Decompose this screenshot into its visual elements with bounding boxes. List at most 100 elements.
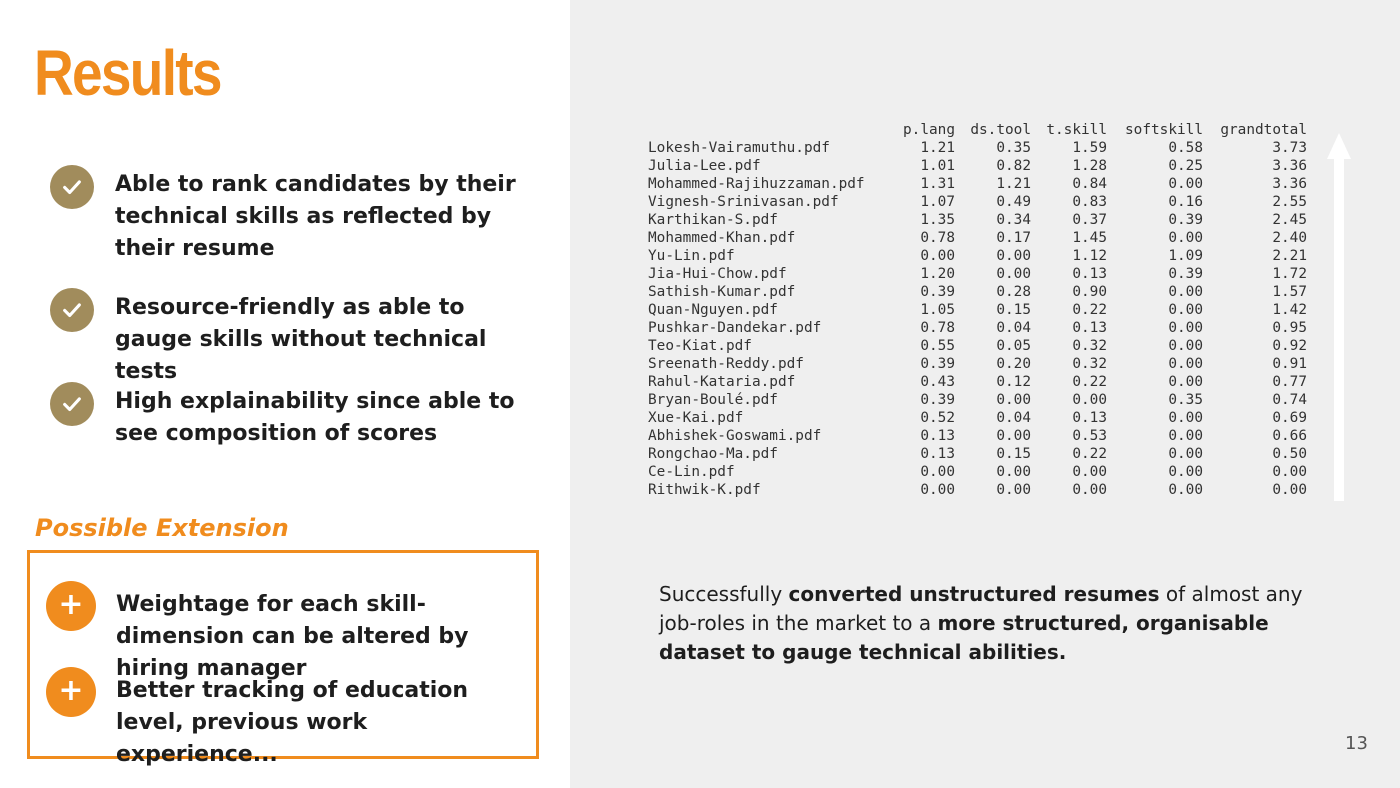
score-table-container: p.lang ds.tool t.skill softskill grandto… <box>648 121 1307 499</box>
score-cell: 1.12 <box>1072 248 1107 264</box>
score-cell: 0.77 <box>1272 374 1307 390</box>
score-cell: 0.00 <box>1168 410 1203 426</box>
score-cell: 0.58 <box>1168 140 1203 156</box>
score-cell: 3.36 <box>1272 176 1307 192</box>
score-cell: 0.20 <box>996 356 1031 372</box>
table-row: Yu-Lin.pdf 0.00 0.00 1.12 1.09 2.21 <box>648 247 1307 265</box>
column-header: ds.tool <box>970 122 1031 138</box>
extension-title: Possible Extension <box>35 514 289 542</box>
score-cell: 0.84 <box>1072 176 1107 192</box>
score-cell: 0.37 <box>1072 212 1107 228</box>
score-table-body: Lokesh-Vairamuthu.pdf 1.21 0.35 1.59 0.58 3.7… <box>648 139 1307 499</box>
score-cell: 1.45 <box>1072 230 1107 246</box>
score-cell: 2.55 <box>1272 194 1307 210</box>
score-cell: 0.82 <box>996 158 1031 174</box>
score-cell: 0.22 <box>1072 446 1107 462</box>
score-cell: 0.39 <box>1168 266 1203 282</box>
score-cell: 1.28 <box>1072 158 1107 174</box>
score-cell: 0.00 <box>1168 284 1203 300</box>
score-cell: 0.25 <box>1168 158 1203 174</box>
score-cell: 0.55 <box>920 338 955 354</box>
candidate-file-cell: Mohammed-Khan.pdf <box>648 230 796 246</box>
score-cell: 0.35 <box>996 140 1031 156</box>
table-row: Sathish-Kumar.pdf 0.39 0.28 0.90 0.00 1.57 <box>648 283 1307 301</box>
benefit-text: Able to rank candidates by their technic… <box>115 172 516 261</box>
score-cell: 0.04 <box>996 410 1031 426</box>
table-row: Karthikan-S.pdf 1.35 0.34 0.37 0.39 2.45 <box>648 211 1307 229</box>
score-cell: 2.45 <box>1272 212 1307 228</box>
candidate-file-cell: Xue-Kai.pdf <box>648 410 744 426</box>
score-cell: 0.00 <box>1072 482 1107 498</box>
score-cell: 1.57 <box>1272 284 1307 300</box>
table-row: Rahul-Kataria.pdf 0.43 0.12 0.22 0.00 0.77 <box>648 373 1307 391</box>
table-row: Teo-Kiat.pdf 0.55 0.05 0.32 0.00 0.92 <box>648 337 1307 355</box>
score-cell: 0.74 <box>1272 392 1307 408</box>
score-cell: 0.83 <box>1072 194 1107 210</box>
score-cell: 1.07 <box>920 194 955 210</box>
score-cell: 0.90 <box>1072 284 1107 300</box>
table-row: Sreenath-Reddy.pdf 0.39 0.20 0.32 0.00 0.91 <box>648 355 1307 373</box>
caption-part-bold: more structured, organisable dataset to … <box>659 611 1269 664</box>
candidate-file-cell: Pushkar-Dandekar.pdf <box>648 320 822 336</box>
score-cell: 0.49 <box>996 194 1031 210</box>
score-cell: 0.00 <box>996 248 1031 264</box>
score-cell: 1.09 <box>1168 248 1203 264</box>
candidate-file-cell: Mohammed-Rajihuzzaman.pdf <box>648 176 865 192</box>
score-cell: 0.00 <box>1168 356 1203 372</box>
score-cell: 0.13 <box>920 428 955 444</box>
score-cell: 0.78 <box>920 230 955 246</box>
score-cell: 0.00 <box>996 464 1031 480</box>
column-header: t.skill <box>1046 122 1107 138</box>
score-cell: 0.78 <box>920 320 955 336</box>
score-cell: 1.21 <box>920 140 955 156</box>
score-cell: 0.13 <box>1072 320 1107 336</box>
score-cell: 0.04 <box>996 320 1031 336</box>
benefit-item: Resource-friendly as able to gauge skill… <box>50 288 535 388</box>
table-row: Vignesh-Srinivasan.pdf 1.07 0.49 0.83 0.16 2.… <box>648 193 1307 211</box>
score-cell: 0.92 <box>1272 338 1307 354</box>
candidate-file-cell: Quan-Nguyen.pdf <box>648 302 778 318</box>
score-cell: 0.16 <box>1168 194 1203 210</box>
extension-item: + Weightage for each skill-dimension can… <box>46 581 536 685</box>
score-cell: 1.05 <box>920 302 955 318</box>
extension-text: Better tracking of education level, prev… <box>116 678 469 767</box>
score-table-header: p.lang ds.tool t.skill softskill grandto… <box>648 121 1307 139</box>
benefit-text: High explainability since able to see co… <box>115 389 515 446</box>
table-row: Jia-Hui-Chow.pdf 1.20 0.00 0.13 0.39 1.72 <box>648 265 1307 283</box>
column-header: p.lang <box>903 122 955 138</box>
candidate-file-cell: Rahul-Kataria.pdf <box>648 374 796 390</box>
candidate-file-cell: Karthikan-S.pdf <box>648 212 778 228</box>
score-cell: 0.00 <box>1072 392 1107 408</box>
score-cell: 0.15 <box>996 302 1031 318</box>
header-blank <box>648 121 892 139</box>
score-cell: 1.35 <box>920 212 955 228</box>
score-cell: 1.20 <box>920 266 955 282</box>
score-cell: 0.91 <box>1272 356 1307 372</box>
score-cell: 3.36 <box>1272 158 1307 174</box>
page-number: 13 <box>1345 733 1368 754</box>
score-cell: 0.39 <box>920 356 955 372</box>
score-cell: 1.59 <box>1072 140 1107 156</box>
column-header: grandtotal <box>1220 122 1307 138</box>
candidate-file-cell: Julia-Lee.pdf <box>648 158 761 174</box>
score-cell: 0.00 <box>1168 464 1203 480</box>
score-cell: 0.00 <box>920 482 955 498</box>
score-cell: 0.00 <box>1168 176 1203 192</box>
score-cell: 1.72 <box>1272 266 1307 282</box>
score-cell: 0.00 <box>1168 230 1203 246</box>
score-cell: 0.00 <box>1168 428 1203 444</box>
candidate-file-cell: Yu-Lin.pdf <box>648 248 735 264</box>
table-row: Julia-Lee.pdf 1.01 0.82 1.28 0.25 3.36 <box>648 157 1307 175</box>
score-cell: 0.66 <box>1272 428 1307 444</box>
column-header: softskill <box>1125 122 1203 138</box>
score-cell: 0.17 <box>996 230 1031 246</box>
caption: Successfully converted unstructured resu… <box>659 580 1319 667</box>
score-cell: 0.22 <box>1072 302 1107 318</box>
score-cell: 0.69 <box>1272 410 1307 426</box>
benefit-item: High explainability since able to see co… <box>50 382 535 450</box>
score-cell: 0.12 <box>996 374 1031 390</box>
score-cell: 0.53 <box>1072 428 1107 444</box>
score-cell: 0.13 <box>1072 266 1107 282</box>
score-cell: 0.00 <box>1168 320 1203 336</box>
score-cell: 0.00 <box>996 428 1031 444</box>
